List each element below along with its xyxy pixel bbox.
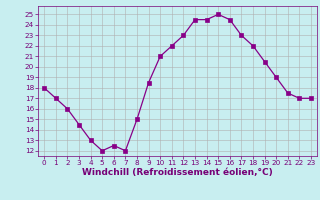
X-axis label: Windchill (Refroidissement éolien,°C): Windchill (Refroidissement éolien,°C) [82,168,273,177]
